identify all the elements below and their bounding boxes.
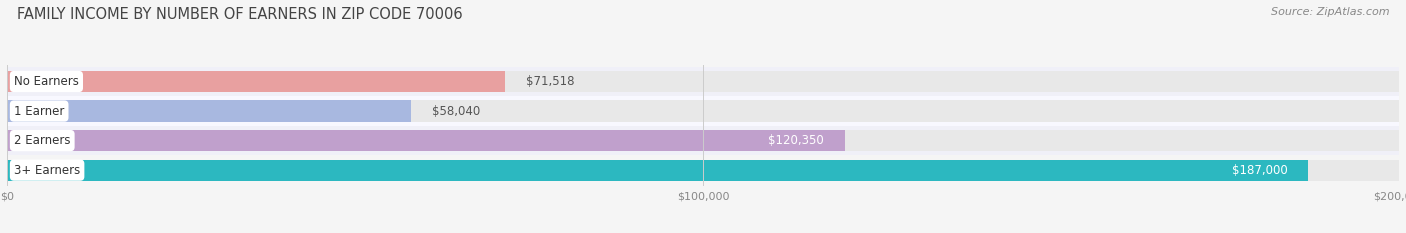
- Text: $58,040: $58,040: [432, 105, 479, 117]
- Bar: [7, 100, 1399, 122]
- Bar: [7, 100, 411, 122]
- Text: No Earners: No Earners: [14, 75, 79, 88]
- Text: Source: ZipAtlas.com: Source: ZipAtlas.com: [1271, 7, 1389, 17]
- Text: 3+ Earners: 3+ Earners: [14, 164, 80, 177]
- Text: 1 Earner: 1 Earner: [14, 105, 65, 117]
- Bar: [7, 160, 1309, 181]
- Bar: [7, 155, 1399, 185]
- Text: $71,518: $71,518: [526, 75, 574, 88]
- Bar: [7, 126, 1399, 155]
- Bar: [7, 96, 1399, 126]
- Bar: [7, 130, 845, 151]
- Text: FAMILY INCOME BY NUMBER OF EARNERS IN ZIP CODE 70006: FAMILY INCOME BY NUMBER OF EARNERS IN ZI…: [17, 7, 463, 22]
- Text: $120,350: $120,350: [768, 134, 824, 147]
- Text: 2 Earners: 2 Earners: [14, 134, 70, 147]
- Bar: [7, 160, 1399, 181]
- Text: $187,000: $187,000: [1232, 164, 1288, 177]
- Bar: [7, 130, 1399, 151]
- Bar: [7, 71, 505, 92]
- Bar: [7, 67, 1399, 96]
- Bar: [7, 71, 1399, 92]
